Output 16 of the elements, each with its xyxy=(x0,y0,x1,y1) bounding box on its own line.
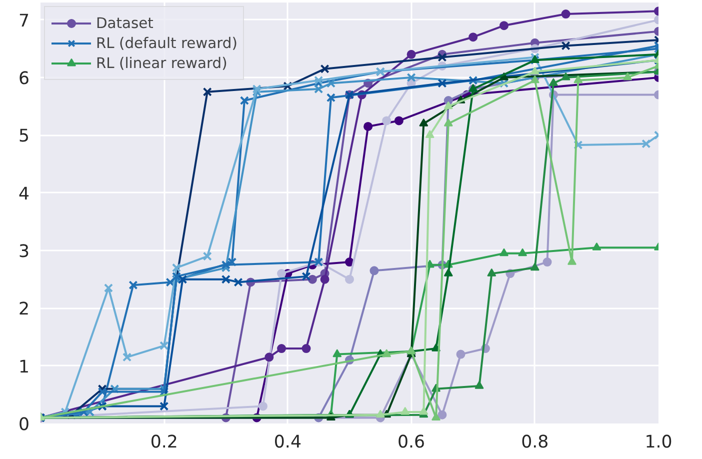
y-tick-label: 1 xyxy=(18,357,30,378)
legend-label: Dataset xyxy=(96,14,154,32)
x-tick-label: 0.6 xyxy=(398,432,426,452)
y-tick-label: 7 xyxy=(18,11,30,32)
y-tick-label: 4 xyxy=(18,184,30,204)
y-tick-label: 5 xyxy=(18,126,30,147)
legend-label: RL (default reward) xyxy=(96,34,238,52)
x-tick-label: 0.2 xyxy=(150,432,178,452)
y-tick-label: 0 xyxy=(18,415,30,435)
legend-label: RL (linear reward) xyxy=(96,54,228,72)
x-tick-label: 1.0 xyxy=(644,432,672,452)
x-tick-label: 0.8 xyxy=(521,432,549,452)
y-tick-label: 2 xyxy=(18,300,30,320)
y-tick-label: 6 xyxy=(18,68,30,89)
y-tick-label: 3 xyxy=(18,242,30,262)
x-tick-label: 0.4 xyxy=(274,432,302,452)
